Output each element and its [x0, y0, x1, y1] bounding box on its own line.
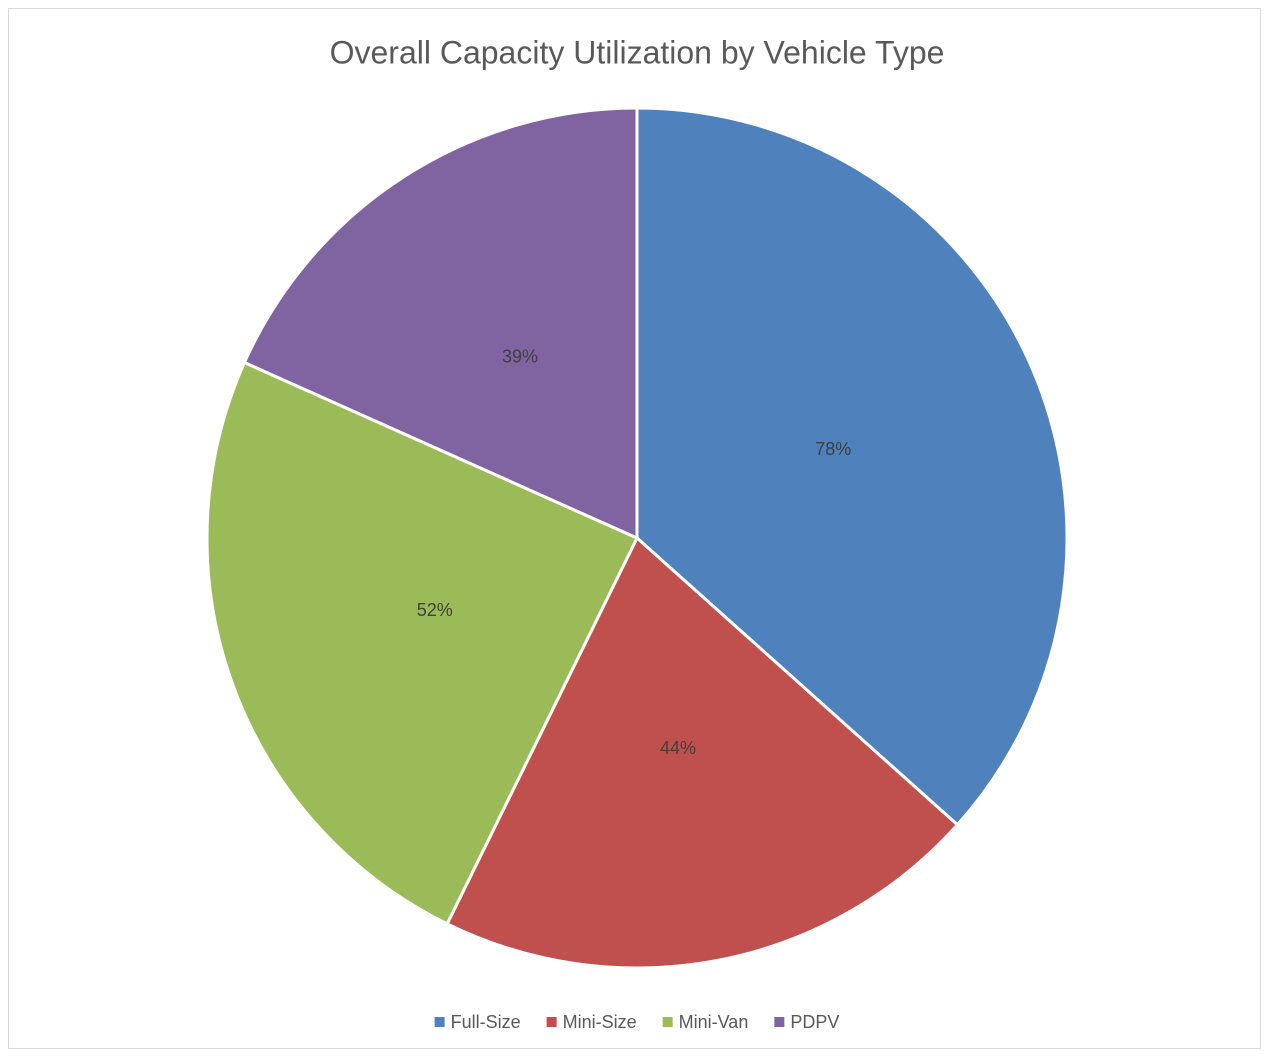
legend-label: Mini-Size — [563, 1012, 637, 1032]
legend-swatch — [434, 1017, 445, 1027]
legend-label: Mini-Van — [679, 1012, 749, 1032]
chart-title: Overall Capacity Utilization by Vehicle … — [330, 34, 945, 70]
legend-label: Full-Size — [451, 1012, 521, 1032]
legend-swatch — [662, 1017, 673, 1027]
legend-swatch — [546, 1017, 557, 1027]
data-label: 52% — [417, 600, 453, 620]
pie-slice — [242, 106, 639, 541]
pie-slice — [205, 360, 640, 926]
data-label: 78% — [815, 439, 851, 459]
legend-swatch — [774, 1017, 785, 1027]
legend-label: PDPV — [790, 1012, 839, 1032]
pie-slice — [445, 535, 960, 970]
data-label: 44% — [660, 738, 696, 758]
data-label: 39% — [502, 346, 538, 366]
pie-slice — [635, 106, 1069, 827]
